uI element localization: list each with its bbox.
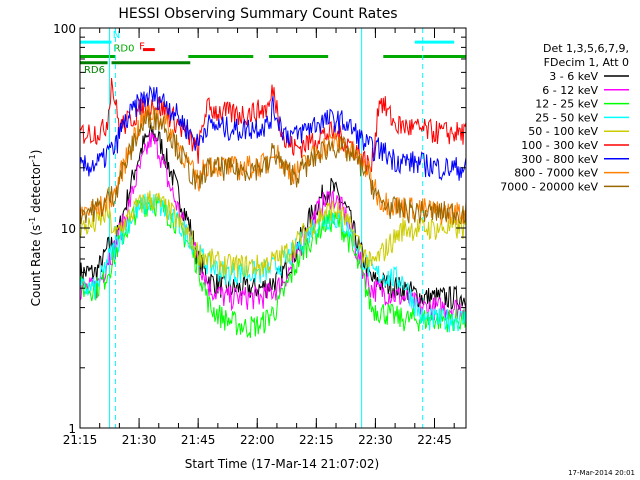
legend-label-7000-20000-kev: 7000 - 20000 keV: [500, 180, 598, 193]
legend-header-line-2: FDecim 1, Att 0: [544, 56, 629, 69]
x-axis-label: Start Time (17-Mar-14 21:07:02): [185, 457, 379, 471]
legend-label-25-50-kev: 25 - 50 keV: [535, 111, 598, 124]
flag-label-rd6: RD6: [84, 65, 105, 76]
y-tick-label: 1: [68, 422, 76, 436]
series-25-50-kev: [79, 193, 467, 333]
legend-label-300-800-kev: 300 - 800 keV: [521, 153, 598, 166]
legend-label-12-25-kev: 12 - 25 keV: [535, 98, 598, 111]
y-axis-ticks: 1 10 100: [53, 22, 466, 436]
y-axis-label: Count Rate (s-1 detector-1): [28, 150, 43, 307]
series-7000-20000-kev: [79, 108, 467, 225]
legend-label-50-100-kev: 50 - 100 keV: [528, 125, 598, 138]
flag-label-rd0: RD0: [113, 44, 134, 55]
x-tick-label: 21:45: [181, 433, 216, 447]
legend-label-800-7000-kev: 800 - 7000 keV: [514, 167, 598, 180]
x-tick-label: 21:15: [63, 433, 98, 447]
legend-label-6-12-kev: 6 - 12 keV: [542, 84, 598, 97]
series-6-12-kev: [79, 131, 467, 321]
chart-title: HESSI Observing Summary Count Rates: [118, 6, 397, 22]
flag-label-n: N: [113, 30, 120, 41]
x-tick-label: 22:45: [417, 433, 452, 447]
flag-label-f: F: [139, 42, 145, 53]
x-axis-ticks: 21:15 21:30 21:45 22:00 22:15 22:30 22:45: [63, 28, 455, 447]
vertical-markers: [109, 28, 424, 428]
y-tick-label: 10: [61, 222, 76, 236]
series-50-100-kev: [79, 190, 467, 278]
x-tick-label: 22:30: [358, 433, 393, 447]
series-lines: [79, 77, 467, 339]
legend: Det 1,3,5,6,7,9, FDecim 1, Att 0 3 - 6 k…: [500, 42, 629, 193]
y-tick-label: 100: [53, 22, 76, 36]
legend-label-100-300-kev: 100 - 300 keV: [521, 139, 598, 152]
timestamp: 17-Mar-2014 20:01: [568, 469, 635, 477]
flag-bars: N F RD0 RD6: [80, 30, 466, 76]
legend-label-3-6-kev: 3 - 6 keV: [549, 70, 598, 83]
legend-header-line-1: Det 1,3,5,6,7,9,: [543, 42, 629, 55]
x-tick-label: 22:00: [240, 433, 275, 447]
x-tick-label: 22:15: [299, 433, 334, 447]
series-300-800-kev: [79, 85, 467, 181]
x-tick-label: 21:30: [122, 433, 157, 447]
